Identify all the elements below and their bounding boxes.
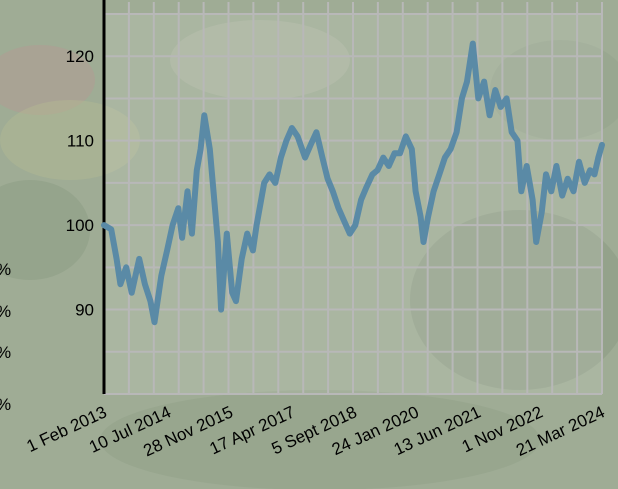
side-percent-label: % bbox=[0, 395, 11, 414]
side-percent-label: % bbox=[0, 260, 11, 279]
y-tick-label: 90 bbox=[75, 301, 94, 320]
side-percent-labels: %%%% bbox=[0, 260, 11, 414]
series-line bbox=[101, 40, 605, 326]
y-tick-label: 110 bbox=[67, 132, 94, 151]
y-tick-labels: 90 100 110 120 bbox=[66, 47, 94, 319]
side-percent-label: % bbox=[0, 343, 11, 362]
y-tick-label: 120 bbox=[66, 47, 94, 66]
side-percent-label: % bbox=[0, 302, 11, 321]
y-tick-label: 100 bbox=[66, 216, 94, 235]
grid bbox=[103, 2, 603, 395]
